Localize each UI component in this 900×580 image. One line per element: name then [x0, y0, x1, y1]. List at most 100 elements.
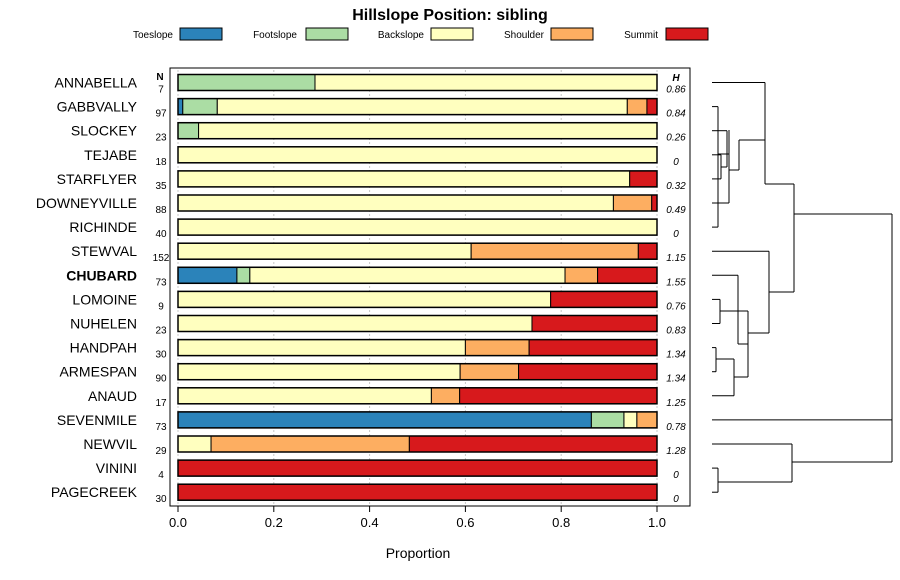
bar-segment	[177, 146, 658, 164]
bar-segment	[646, 98, 658, 116]
bar-segment	[177, 170, 631, 188]
bar-outline	[177, 170, 658, 188]
bar-row: STEWVAL 152 1.15	[71, 242, 686, 264]
legend-label: Footslope	[253, 30, 297, 41]
chart-title: Hillslope Position: sibling	[352, 7, 548, 24]
x-tick-label: 0.2	[265, 515, 283, 530]
legend-label: Backslope	[378, 30, 425, 41]
bar-row: ANAUD 17 1.25	[88, 387, 686, 409]
bar-segment	[626, 98, 648, 116]
bar-outline	[177, 290, 658, 309]
bar-segment	[430, 387, 461, 405]
bar-segment	[177, 435, 212, 453]
n-value: 30	[155, 350, 167, 361]
bar-outline	[177, 362, 658, 381]
h-value: 0.83	[666, 326, 686, 337]
bar-segment	[459, 387, 658, 405]
bar-segment	[637, 242, 658, 260]
bar-row: GABBVALLY 97 0.84	[57, 97, 686, 120]
row-label: HANDPAH	[70, 340, 137, 356]
bar-segment	[177, 387, 432, 405]
bar-outline	[177, 73, 658, 92]
bar-segment	[623, 411, 638, 429]
row-label: CHUBARD	[66, 267, 137, 283]
bar-segment	[590, 411, 625, 429]
n-value: 23	[155, 133, 167, 144]
bar-segment	[210, 435, 410, 453]
bar-segment	[177, 315, 533, 332]
row-label: SEVENMILE	[57, 412, 137, 428]
x-tick-label: 0.8	[552, 515, 570, 530]
bar-row: SLOCKEY 23 0.26	[71, 121, 686, 144]
h-value: 1.28	[666, 446, 686, 457]
bar-row: DOWNEYVILLE 88 0.49	[36, 194, 686, 216]
bar-segment	[636, 411, 658, 429]
bar-segment	[612, 194, 653, 212]
bar-row: HANDPAH 30 1.34	[70, 338, 686, 361]
bar-segment	[249, 266, 566, 284]
row-label: NEWVIL	[83, 436, 137, 452]
bar-segment	[177, 290, 552, 308]
bar-rows: ANNABELLA 7 0.86 GABBVALLY 97 0.84 SLOCKEY 23 0.…	[36, 73, 686, 505]
legend-label: Summit	[624, 30, 658, 41]
n-value: 29	[155, 446, 167, 457]
legend: Toeslope Footslope Backslope Shoulder Summit	[133, 27, 709, 41]
bar-segment	[177, 363, 461, 381]
row-label: DOWNEYVILLE	[36, 195, 137, 211]
x-tick-label: 0.0	[169, 515, 187, 530]
bar-outline	[177, 459, 658, 477]
bar-segment	[177, 242, 472, 260]
n-value: 23	[155, 326, 167, 337]
bar-outline	[177, 242, 658, 260]
bar-row: LOMOINE 9 0.76	[72, 290, 686, 312]
row-label: SLOCKEY	[71, 123, 138, 139]
bar-segment	[177, 194, 614, 212]
row-label: ANNABELLA	[55, 75, 138, 91]
bar-segment	[177, 483, 658, 501]
bar-row: TEJABE 18 0	[84, 146, 679, 168]
x-tick-label: 1.0	[648, 515, 666, 530]
bar-segment	[531, 315, 658, 332]
row-label: PAGECREEK	[51, 484, 138, 500]
row-label: RICHINDE	[69, 219, 137, 235]
bar-segment	[198, 122, 658, 140]
bar-segment	[216, 98, 628, 116]
n-value: 97	[155, 109, 167, 120]
row-label: ANAUD	[88, 388, 137, 404]
bar-row: ARMESPAN 90 1.34	[59, 362, 686, 385]
h-column-header: H	[672, 73, 680, 84]
h-value: 1.15	[666, 253, 686, 264]
h-value: 0	[673, 229, 679, 240]
x-axis: 0.0 0.2 0.4 0.6 0.8 1.0	[169, 506, 666, 530]
bar-segment	[464, 339, 530, 357]
bar-outline	[177, 338, 658, 357]
bar-outline	[177, 411, 658, 429]
bar-segment	[470, 242, 639, 260]
h-value: 0.26	[666, 133, 686, 144]
bar-row: VININI 4 0	[96, 459, 679, 481]
bar-segment	[177, 74, 316, 91]
n-value: 9	[158, 301, 164, 312]
bar-segment	[518, 363, 658, 381]
h-value: 0.49	[666, 205, 686, 216]
bar-outline	[177, 387, 658, 405]
h-value: 1.34	[666, 374, 686, 385]
bar-outline	[177, 121, 658, 140]
bar-segment	[651, 194, 658, 212]
row-label: VININI	[96, 460, 137, 476]
bar-segment	[564, 266, 599, 284]
row-label: GABBVALLY	[57, 99, 138, 115]
bar-outline	[177, 266, 658, 285]
bar-segment	[177, 266, 238, 284]
bar-outline	[177, 435, 658, 453]
h-value: 0.84	[666, 109, 686, 120]
legend-swatch	[550, 27, 594, 41]
h-value: 0	[673, 157, 679, 168]
h-value: 1.55	[666, 277, 686, 288]
row-label: STARFLYER	[57, 171, 137, 187]
bar-segment	[408, 435, 658, 453]
bar-segment	[550, 290, 658, 308]
n-value: 90	[155, 374, 167, 385]
n-value: 30	[155, 494, 167, 505]
